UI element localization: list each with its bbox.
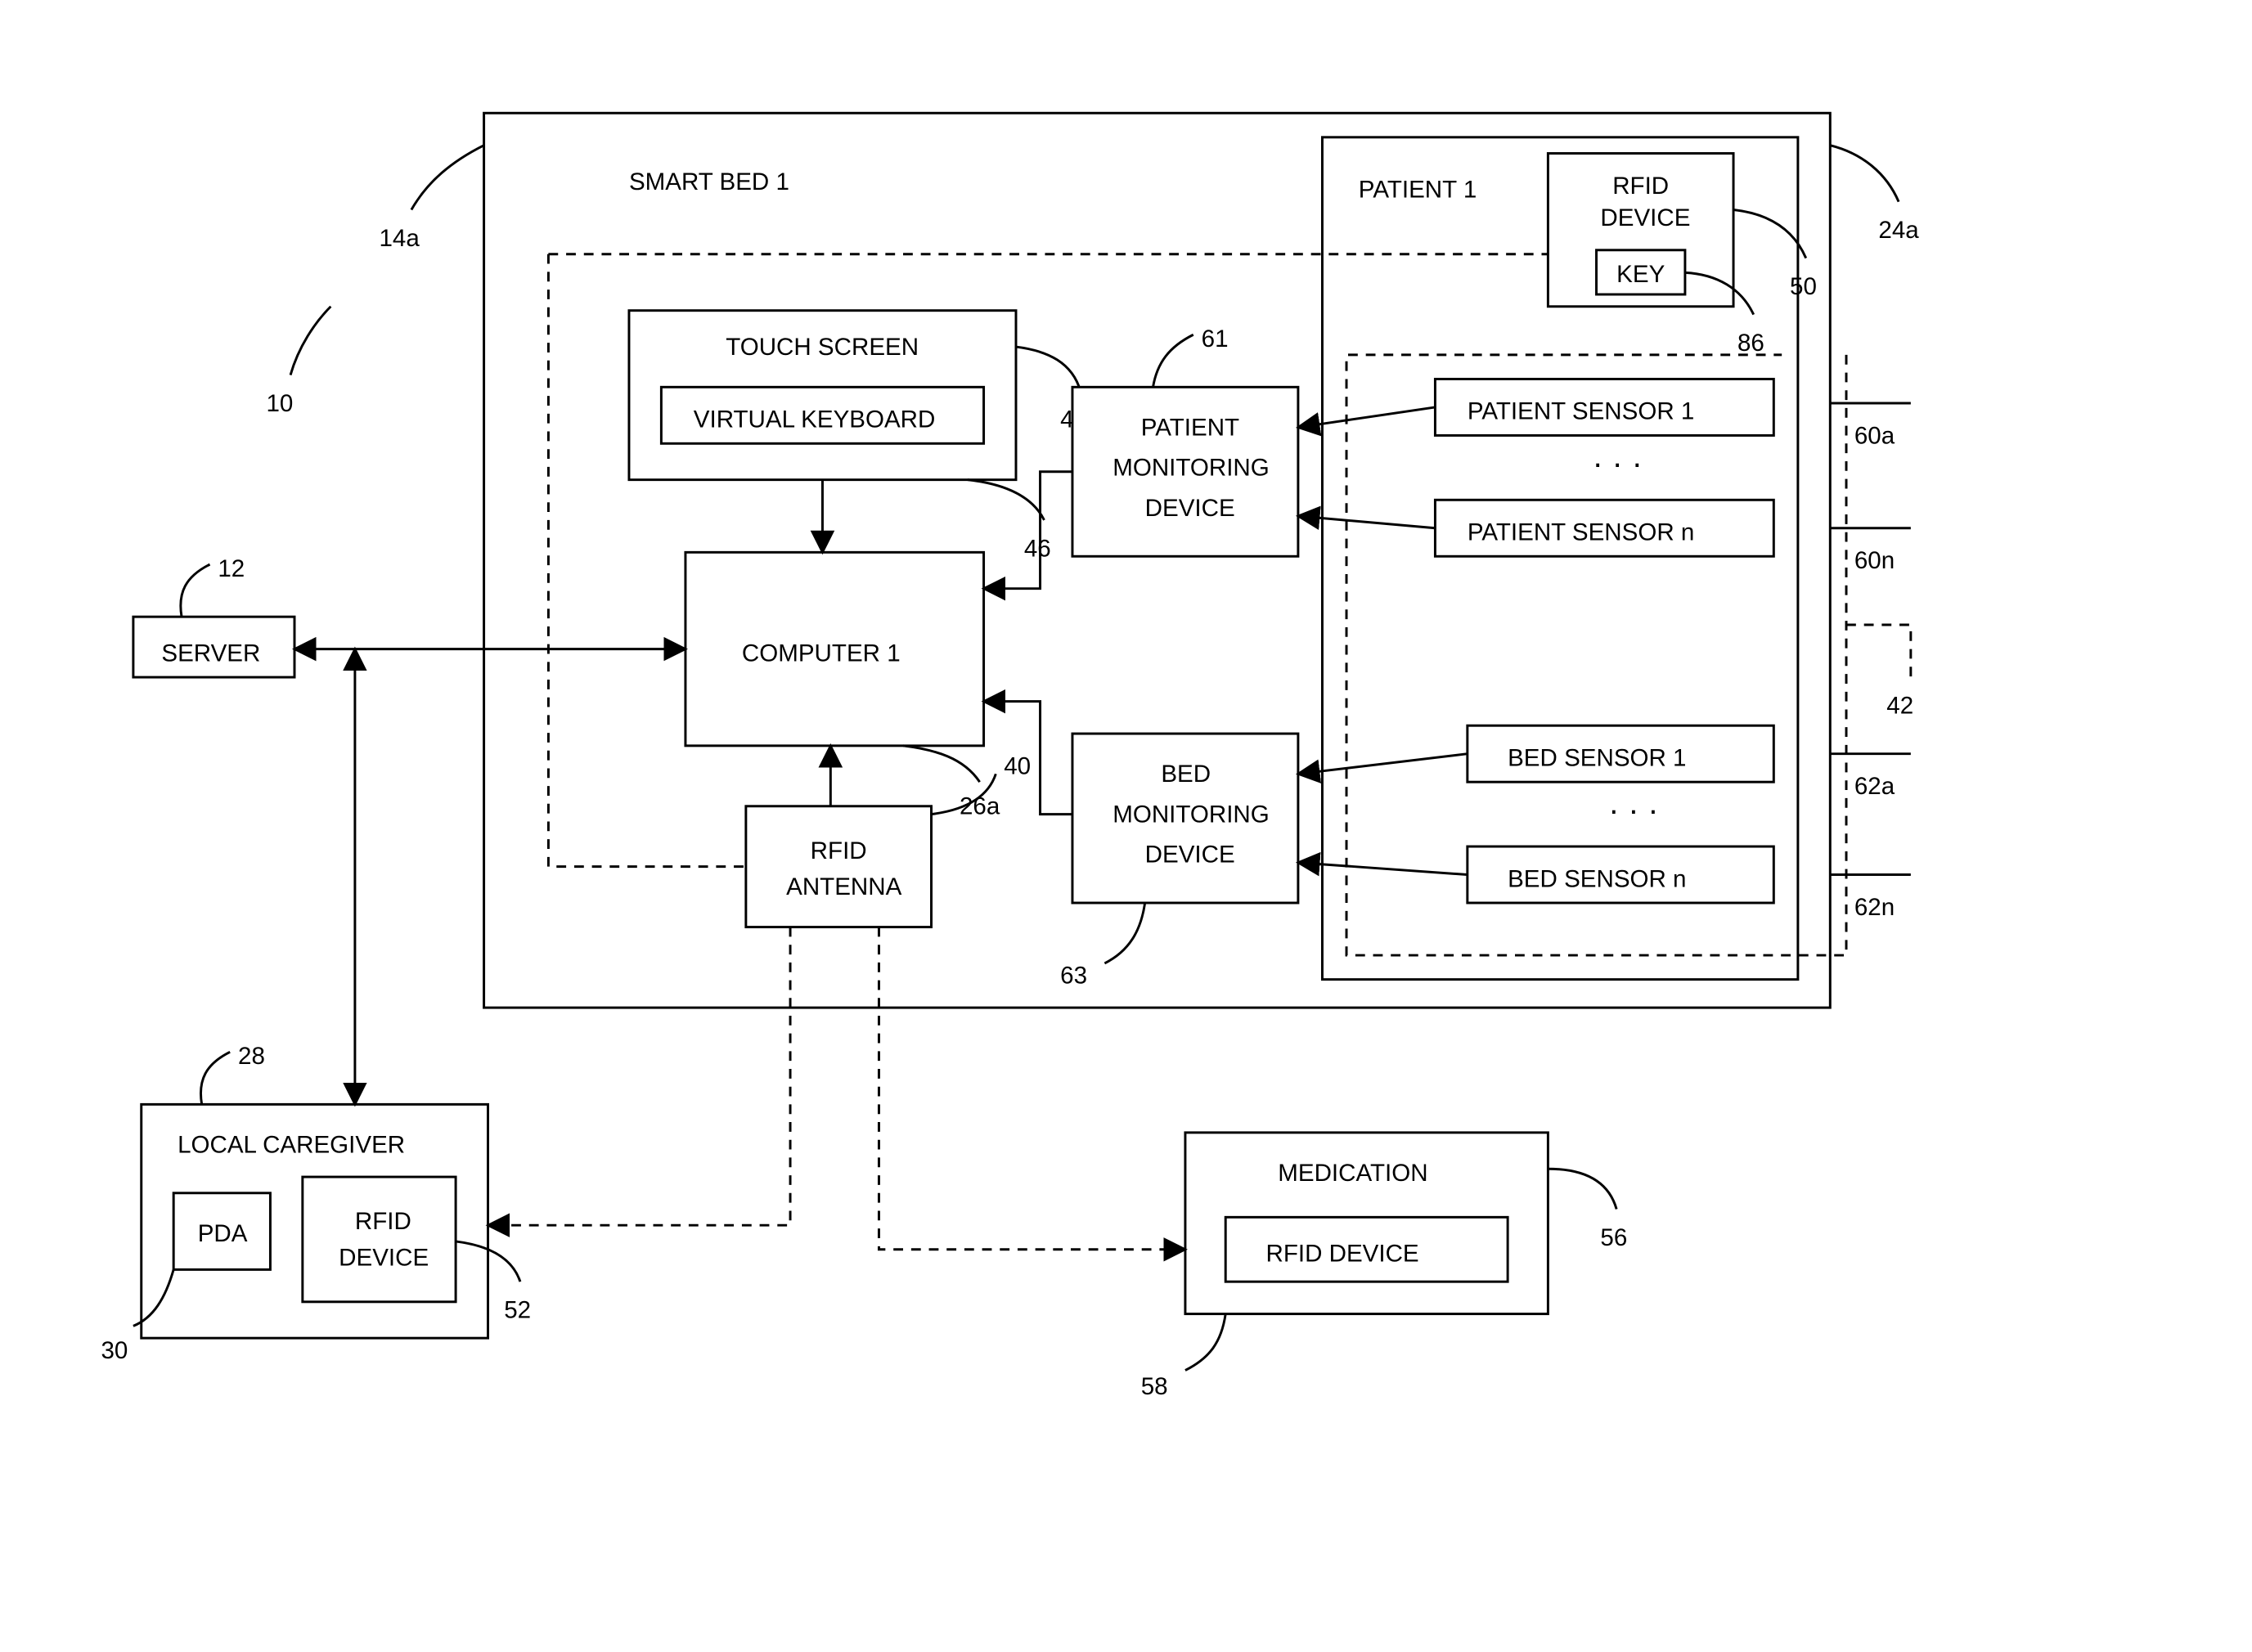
ref-58: 58: [1141, 1373, 1168, 1400]
computer-label: COMPUTER 1: [742, 640, 901, 667]
bed-sensor-1-label: BED SENSOR 1: [1508, 744, 1686, 771]
rfid-patient-l1: RFID: [1612, 173, 1669, 200]
server-label: SERVER: [161, 640, 260, 667]
pda-label: PDA: [198, 1220, 248, 1247]
ref-62a: 62a: [1854, 773, 1895, 800]
pm-l3: DEVICE: [1145, 495, 1235, 522]
ref-46: 46: [1024, 535, 1051, 562]
touch-screen-label: TOUCH SCREEN: [726, 334, 919, 361]
local-caregiver-label: LOCAL CAREGIVER: [178, 1132, 405, 1159]
ref-42: 42: [1886, 692, 1913, 719]
patient-sensor-1-label: PATIENT SENSOR 1: [1468, 398, 1694, 425]
patient-label: PATIENT 1: [1359, 177, 1477, 204]
ra-l1: RFID: [811, 837, 867, 864]
ref-24a: 24a: [1878, 217, 1919, 244]
ref-30: 30: [101, 1337, 128, 1364]
smart-bed-label: SMART BED 1: [629, 168, 789, 195]
ref-56: 56: [1600, 1224, 1627, 1251]
ref-63: 63: [1060, 963, 1087, 990]
bed-sensor-dots: · · ·: [1608, 792, 1658, 828]
ref-52: 52: [504, 1297, 531, 1324]
pm-l2: MONITORING: [1113, 455, 1270, 482]
rc-l1: RFID: [355, 1208, 411, 1235]
rfid-antenna-box: [746, 806, 932, 927]
patient-sensor-n-label: PATIENT SENSOR n: [1468, 519, 1694, 546]
leader-12: [181, 564, 210, 617]
ref-14a: 14a: [379, 225, 420, 252]
ra-l2: ANTENNA: [786, 873, 901, 900]
rfid-caregiver-box: [303, 1177, 456, 1302]
ref-60a: 60a: [1854, 422, 1895, 449]
leader-28: [200, 1052, 230, 1104]
rc-l2: DEVICE: [339, 1244, 429, 1271]
ref-28: 28: [238, 1043, 265, 1070]
ref-40: 40: [1004, 752, 1031, 779]
ref-60n: 60n: [1854, 547, 1895, 574]
leader-42: [1846, 625, 1911, 677]
ref-10: 10: [267, 390, 294, 417]
bm-l3: DEVICE: [1145, 842, 1235, 869]
virtual-keyboard-label: VIRTUAL KEYBOARD: [694, 406, 936, 433]
leader-56: [1548, 1169, 1616, 1209]
leader-10: [290, 307, 330, 375]
patient-sensor-dots: · · ·: [1593, 446, 1643, 482]
pm-l1: PATIENT: [1141, 414, 1239, 441]
ref-50: 50: [1790, 273, 1817, 300]
block-diagram: SMART BED 1 14a 10 24a PATIENT 1 RFID DE…: [16, 16, 2236, 1636]
bm-l2: MONITORING: [1113, 801, 1270, 828]
medication-label: MEDICATION: [1278, 1160, 1427, 1187]
ref-86: 86: [1737, 330, 1764, 357]
bm-l1: BED: [1161, 761, 1211, 788]
rfid-patient-l2: DEVICE: [1600, 204, 1690, 231]
ref-12: 12: [218, 555, 245, 582]
bed-sensor-n-label: BED SENSOR n: [1508, 865, 1686, 892]
ref-61: 61: [1202, 325, 1229, 352]
ref-62n: 62n: [1854, 894, 1895, 921]
leader-58: [1185, 1314, 1225, 1371]
rfid-medication-label: RFID DEVICE: [1265, 1241, 1418, 1268]
leader-24a: [1830, 146, 1899, 202]
key-label: KEY: [1616, 261, 1665, 288]
leader-14a: [411, 146, 484, 210]
